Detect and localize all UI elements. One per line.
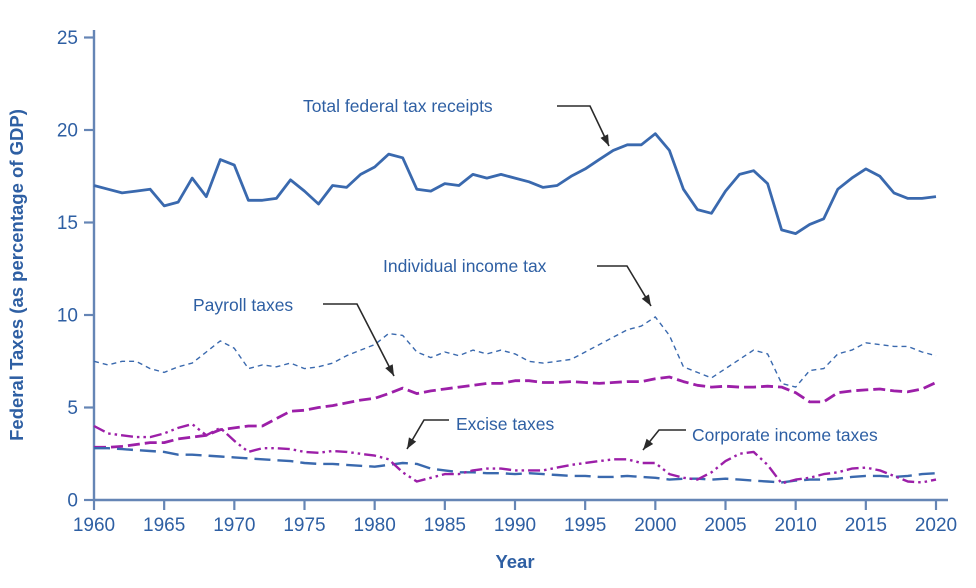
series-line-excise-taxes — [94, 447, 937, 484]
annotation-arrowhead-icon — [643, 438, 654, 450]
series-lines — [93, 132, 937, 485]
annotation-arrow-line — [557, 105, 610, 147]
annotation-arrow-line — [406, 419, 449, 450]
y-tick-label: 15 — [57, 213, 78, 234]
annotation-label-total-federal-tax-receipts: Total federal tax receipts — [303, 96, 493, 116]
x-tick-label: 2020 — [915, 515, 957, 536]
series-line-total-federal-tax-receipts — [93, 132, 937, 236]
annotation-arrow-line — [323, 303, 395, 377]
x-tick-label: 2005 — [704, 515, 746, 536]
x-tick-label: 1965 — [143, 515, 185, 536]
series-line-individual-income-tax — [93, 316, 937, 388]
series-line-payroll-taxes — [94, 375, 937, 449]
annotation-arrow-line — [642, 429, 686, 451]
x-tick-label: 1975 — [283, 515, 325, 536]
tick-labels: 0 5 10 15 20 25 1960 1965 1970 1975 1980 1985 1990 19… — [57, 28, 957, 536]
annotation-arrow-line — [597, 265, 652, 307]
y-axis-title: Federal Taxes (as percentage of GDP) — [6, 109, 27, 441]
y-tick-label: 20 — [57, 121, 78, 142]
series-line-corporate-income-taxes — [93, 422, 937, 485]
x-tick-label: 1980 — [354, 515, 396, 536]
y-tick-label: 0 — [67, 491, 78, 512]
annotation-label-payroll-taxes: Payroll taxes — [193, 295, 293, 315]
annotation-arrowhead-icon — [600, 134, 609, 146]
x-tick-label: 2000 — [634, 515, 676, 536]
annotation-label-excise-taxes: Excise taxes — [456, 414, 554, 434]
axes — [84, 30, 948, 510]
series-annotations: Total federal tax receipts Individual inc… — [193, 96, 878, 451]
x-tick-label: 1995 — [564, 515, 606, 536]
x-tick-label: 1985 — [424, 515, 466, 536]
x-tick-label: 2010 — [775, 515, 817, 536]
annotation-arrowhead-icon — [385, 364, 394, 376]
y-tick-label: 5 — [67, 398, 78, 419]
annotation-arrowhead-icon — [407, 437, 417, 449]
x-tick-label: 1970 — [213, 515, 255, 536]
y-tick-label: 10 — [57, 306, 78, 327]
x-tick-label: 2015 — [845, 515, 887, 536]
annotation-label-corporate-income-taxes: Corporate income taxes — [692, 425, 878, 445]
annotation-label-individual-income-tax: Individual income tax — [383, 256, 547, 276]
y-tick-label: 25 — [57, 28, 78, 49]
x-tick-label: 1990 — [494, 515, 536, 536]
annotation-arrowhead-icon — [641, 294, 651, 306]
x-tick-label: 1960 — [73, 515, 115, 536]
x-axis-title: Year — [495, 551, 534, 572]
